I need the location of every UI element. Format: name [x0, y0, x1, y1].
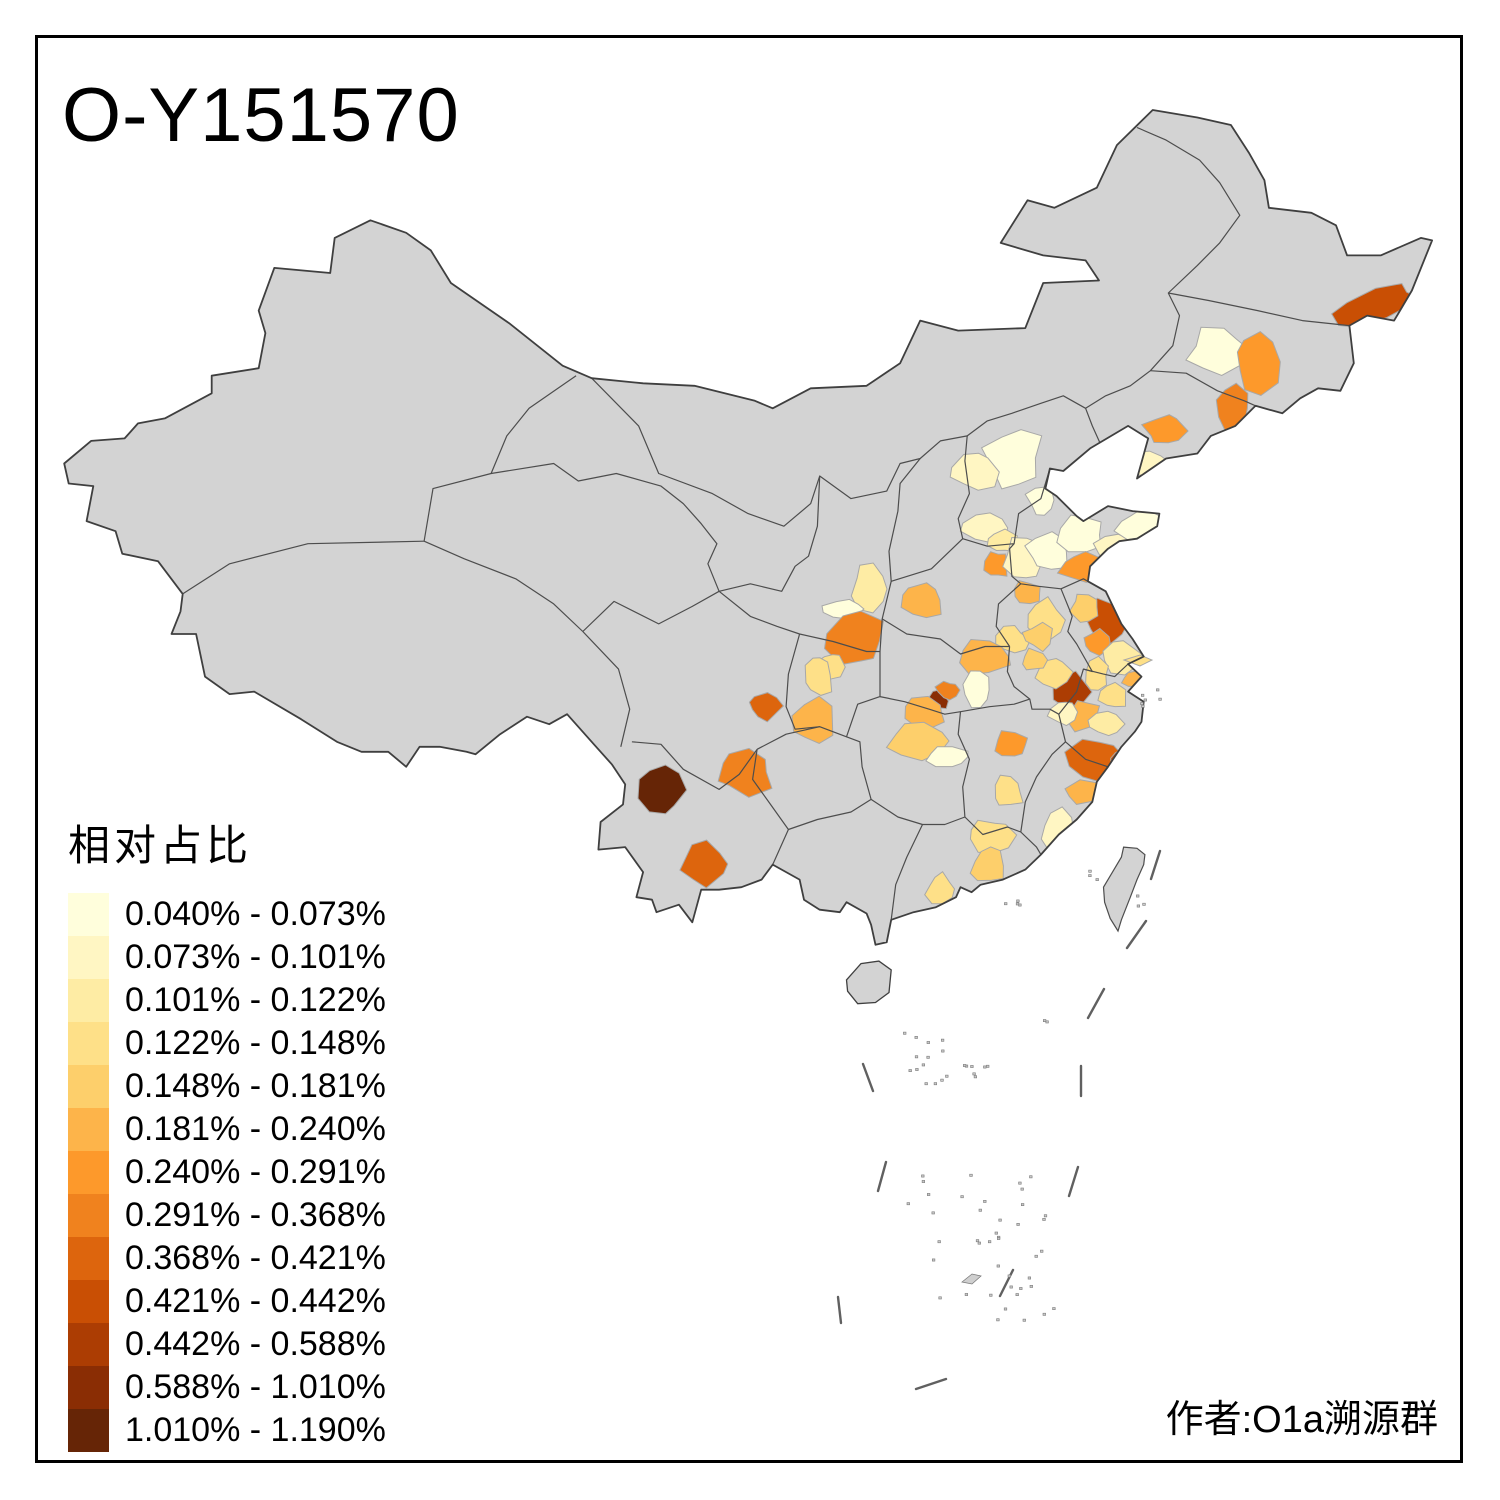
legend-label: 0.240% - 0.291%	[125, 1153, 386, 1191]
legend-swatch	[68, 936, 109, 979]
region-patch	[1097, 681, 1127, 708]
region-patch	[962, 670, 990, 709]
legend: 相对占比 0.040% - 0.073% 0.073% - 0.101% 0.101…	[68, 812, 386, 1452]
legend-row: 0.073% - 0.101%	[68, 936, 386, 979]
region-patch	[1021, 621, 1053, 653]
legend-label: 0.291% - 0.368%	[125, 1196, 386, 1234]
legend-swatch	[68, 1323, 109, 1366]
region-patch	[850, 562, 888, 614]
region-patch	[900, 582, 942, 619]
region-patch	[994, 774, 1024, 806]
region-patch	[994, 730, 1029, 757]
legend-row: 0.040% - 0.073%	[68, 893, 386, 936]
legend-swatch	[68, 1237, 109, 1280]
region-patch	[1083, 627, 1111, 657]
legend-row: 0.101% - 0.122%	[68, 979, 386, 1022]
region-patch	[969, 846, 1004, 882]
region-patch	[959, 638, 1012, 676]
region-patch	[949, 452, 1000, 491]
region-patch	[1087, 710, 1126, 737]
mainland	[64, 110, 1433, 1005]
legend-swatch	[68, 1366, 109, 1409]
region-patch	[934, 680, 961, 701]
legend-label: 0.442% - 0.588%	[125, 1325, 386, 1363]
legend-label: 0.148% - 0.181%	[125, 1067, 386, 1105]
legend-row: 0.181% - 0.240%	[68, 1108, 386, 1151]
region-patch	[1068, 593, 1099, 623]
legend-row: 0.368% - 0.421%	[68, 1237, 386, 1280]
region-patch	[1185, 326, 1253, 377]
legend-swatch	[68, 1108, 109, 1151]
hainan-island	[845, 960, 892, 1005]
national-border	[63, 109, 1433, 946]
legend-label: 1.010% - 1.190%	[125, 1411, 386, 1449]
legend-swatch	[68, 893, 109, 936]
legend-title: 相对占比	[68, 822, 253, 869]
legend-label: 0.588% - 1.010%	[125, 1368, 386, 1406]
region-patch	[1140, 414, 1189, 444]
legend-row: 0.291% - 0.368%	[68, 1194, 386, 1237]
island-specks	[961, 1273, 982, 1285]
page-title: O-Y151570	[62, 73, 460, 158]
legend-swatch	[68, 1409, 109, 1452]
region-patch	[1122, 654, 1154, 667]
legend-swatch	[68, 1151, 109, 1194]
legend-row: 0.240% - 0.291%	[68, 1151, 386, 1194]
taiwan-island	[1102, 846, 1146, 933]
legend-label: 0.122% - 0.148%	[125, 1024, 386, 1062]
legend-row: 0.122% - 0.148%	[68, 1022, 386, 1065]
legend-swatch	[68, 1065, 109, 1108]
legend-row: 1.010% - 1.190%	[68, 1409, 386, 1452]
region-patch	[748, 692, 785, 723]
attribution: 作者:O1a溯源群	[1165, 1399, 1438, 1441]
island-specks	[903, 688, 1162, 1322]
legend-label: 0.073% - 0.101%	[125, 938, 386, 976]
legend-label: 0.368% - 0.421%	[125, 1239, 386, 1277]
legend-swatch	[68, 1022, 109, 1065]
legend-rows: 0.040% - 0.073% 0.073% - 0.101% 0.101% - 0…	[68, 893, 386, 1452]
region-patch	[1085, 655, 1109, 691]
region-patch	[717, 747, 773, 798]
region-patch	[983, 551, 1008, 577]
legend-row: 0.588% - 1.010%	[68, 1366, 386, 1409]
legend-label: 0.101% - 0.122%	[125, 981, 386, 1019]
region-patch	[679, 839, 729, 889]
legend-label: 0.181% - 0.240%	[125, 1110, 386, 1148]
legend-row: 0.148% - 0.181%	[68, 1065, 386, 1108]
legend-row: 0.442% - 0.588%	[68, 1323, 386, 1366]
legend-swatch	[68, 979, 109, 1022]
region-patch	[637, 764, 688, 815]
legend-label: 0.421% - 0.442%	[125, 1282, 386, 1320]
region-patch	[969, 819, 1018, 854]
region-patch	[1022, 647, 1049, 671]
legend-row: 0.421% - 0.442%	[68, 1280, 386, 1323]
region-patch	[1046, 701, 1079, 727]
region-patch	[1236, 330, 1281, 397]
legend-swatch	[68, 1280, 109, 1323]
region-patch	[804, 657, 833, 696]
region-patch	[925, 746, 969, 768]
legend-label: 0.040% - 0.073%	[125, 895, 386, 933]
nine-dash-line	[836, 849, 1162, 1391]
region-patch	[1056, 514, 1102, 553]
province-borders	[182, 126, 1350, 920]
legend-swatch	[68, 1194, 109, 1237]
